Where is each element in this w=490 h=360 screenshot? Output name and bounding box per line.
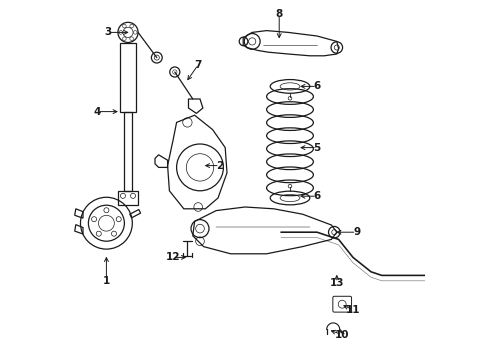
Text: 8: 8	[275, 9, 283, 19]
Text: 1: 1	[103, 276, 110, 286]
Text: 12: 12	[166, 252, 180, 262]
Text: 3: 3	[104, 27, 112, 37]
Text: 4: 4	[94, 107, 101, 117]
Text: 9: 9	[353, 227, 360, 237]
Text: 10: 10	[335, 330, 349, 340]
Text: 6: 6	[314, 81, 320, 91]
Text: 5: 5	[314, 143, 320, 153]
Text: 11: 11	[346, 305, 360, 315]
Text: 13: 13	[330, 278, 344, 288]
Text: 7: 7	[195, 60, 202, 70]
Text: 2: 2	[216, 161, 223, 171]
Text: 6: 6	[314, 191, 320, 201]
